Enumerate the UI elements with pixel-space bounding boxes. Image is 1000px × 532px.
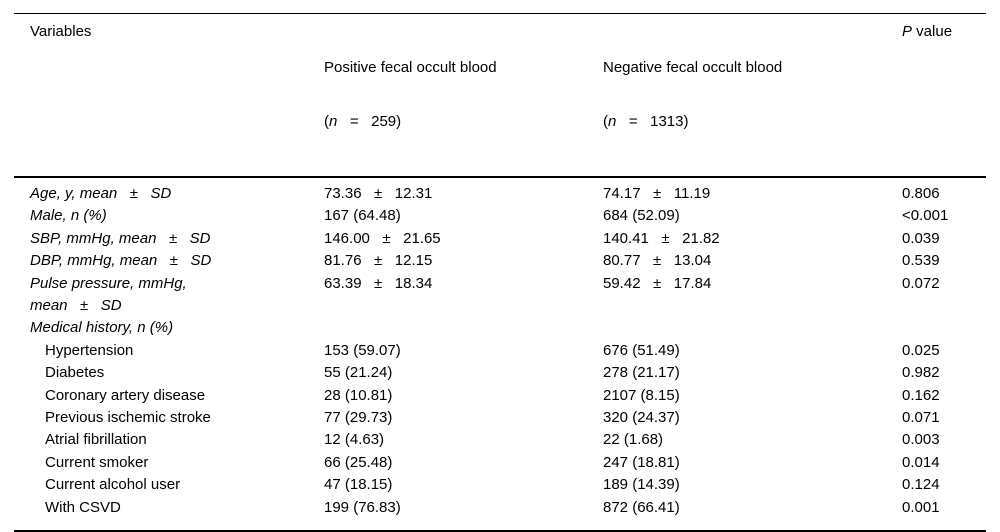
table-row: Male, n (%) 167 (64.48) 684 (52.09) <0.0… <box>14 205 986 227</box>
row-positive-value: 81.76 ± 12.15 <box>324 252 433 270</box>
baseline-characteristics-table: Variables Positive fecal occult blood (n… <box>14 13 986 532</box>
row-variable-label: Medical history, n (%) <box>30 319 174 337</box>
negative-n-symbol: n <box>608 113 617 130</box>
row-pvalue: 0.003 <box>902 431 940 449</box>
table-row: Hypertension 153 (59.07) 676 (51.49) 0.0… <box>14 340 986 362</box>
table-row: Current alcohol user 47 (18.15) 189 (14.… <box>14 474 986 496</box>
row-negative-value: 247 (18.81) <box>603 453 680 471</box>
row-pvalue: 0.982 <box>902 364 940 382</box>
row-positive-value: 167 (64.48) <box>324 207 401 225</box>
row-pvalue: 0.072 <box>902 274 940 292</box>
row-variable-label: Current alcohol user <box>45 476 181 494</box>
table-row: Diabetes 55 (21.24) 278 (21.17) 0.982 <box>14 362 986 384</box>
table-row: Atrial fibrillation 12 (4.63) 22 (1.68) … <box>14 429 986 451</box>
row-variable-label: Previous ischemic stroke <box>45 409 211 427</box>
positive-group-title: Positive fecal occult blood <box>324 59 497 76</box>
positive-n-count: = 259) <box>337 113 402 130</box>
row-positive-value: 77 (29.73) <box>324 409 393 427</box>
negative-n-open: ( <box>603 113 608 130</box>
row-positive-value <box>324 317 603 339</box>
row-variable-label: Age, y, mean ± SD <box>30 185 172 202</box>
row-positive-value: 199 (76.83) <box>324 496 603 532</box>
row-negative-value: 140.41 ± 21.82 <box>603 229 720 247</box>
row-negative-value <box>603 317 902 339</box>
row-positive-value: 153 (59.07) <box>324 341 401 359</box>
row-negative-value: 320 (24.37) <box>603 409 680 427</box>
col-header-variables: Variables <box>14 13 324 178</box>
row-negative-value: 684 (52.09) <box>603 207 680 225</box>
table-row: Coronary artery disease 28 (10.81) 2107 … <box>14 385 986 407</box>
row-negative-value: 676 (51.49) <box>603 341 680 359</box>
row-pvalue: 0.124 <box>902 476 940 494</box>
row-pvalue: 0.014 <box>902 453 940 471</box>
table-row: With CSVD 199 (76.83) 872 (66.41) 0.001 <box>14 496 986 532</box>
row-negative-value: 872 (66.41) <box>603 496 902 532</box>
row-variable-label: SBP, mmHg, mean ± SD <box>30 229 211 247</box>
negative-group-title: Negative fecal occult blood <box>603 59 783 76</box>
row-pvalue: 0.539 <box>902 252 940 270</box>
pvalue-p-symbol: P <box>902 23 913 40</box>
col-header-negative-group: Negative fecal occult blood (n = 1313) <box>603 13 902 178</box>
positive-n-open: ( <box>324 113 329 130</box>
row-pvalue: <0.001 <box>902 207 949 225</box>
negative-n-count: = 1313) <box>616 113 689 130</box>
row-pvalue <box>902 317 986 339</box>
row-negative-value: 278 (21.17) <box>603 364 680 382</box>
row-positive-value: 66 (25.48) <box>324 453 393 471</box>
row-variable-label: Current smoker <box>45 453 149 471</box>
row-negative-value: 189 (14.39) <box>603 476 680 494</box>
row-variable-label: Atrial fibrillation <box>45 431 147 449</box>
row-positive-value: 12 (4.63) <box>324 431 385 449</box>
pvalue-rest: value <box>912 23 953 40</box>
row-variable-label: Hypertension <box>45 341 134 359</box>
row-negative-value: 80.77 ± 13.04 <box>603 252 712 270</box>
table-row: DBP, mmHg, mean ± SD 81.76 ± 12.15 80.77… <box>14 250 986 272</box>
row-variable-label: Diabetes <box>45 364 105 382</box>
row-positive-value: 55 (21.24) <box>324 364 393 382</box>
row-variable-label: Pulse pressure, mmHg, mean ± SD <box>30 274 187 315</box>
row-pvalue: 0.025 <box>902 341 940 359</box>
header-row: Variables Positive fecal occult blood (n… <box>14 13 986 178</box>
col-header-pvalue: P value <box>902 13 986 178</box>
row-pvalue: 0.001 <box>902 496 986 532</box>
row-variable-label: Male, n (%) <box>30 207 107 225</box>
col-header-positive-group: Positive fecal occult blood (n = 259) <box>324 13 603 178</box>
table-header: Variables Positive fecal occult blood (n… <box>14 13 986 178</box>
row-variable-label: DBP, mmHg, mean ± SD <box>30 252 212 270</box>
negative-group-n: (n = 1313) <box>603 113 902 131</box>
row-negative-value: 2107 (8.15) <box>603 386 680 404</box>
positive-group-n: (n = 259) <box>324 113 603 131</box>
row-positive-value: 28 (10.81) <box>324 386 393 404</box>
row-negative-value: 59.42 ± 17.84 <box>603 274 712 292</box>
row-negative-value: 74.17 ± 11.19 <box>603 185 711 202</box>
row-negative-value: 22 (1.68) <box>603 431 664 449</box>
table-row: SBP, mmHg, mean ± SD 146.00 ± 21.65 140.… <box>14 228 986 250</box>
table-row: Current smoker 66 (25.48) 247 (18.81) 0.… <box>14 452 986 474</box>
row-pvalue: 0.039 <box>902 229 940 247</box>
row-positive-value: 146.00 ± 21.65 <box>324 229 441 247</box>
positive-n-symbol: n <box>329 113 338 130</box>
table-row: Medical history, n (%) <box>14 317 986 339</box>
table-row: Previous ischemic stroke 77 (29.73) 320 … <box>14 407 986 429</box>
table-row: Pulse pressure, mmHg, mean ± SD 63.39 ± … <box>14 273 986 318</box>
paper-table-region: Variables Positive fecal occult blood (n… <box>14 13 986 532</box>
row-variable-label: Coronary artery disease <box>45 386 206 404</box>
row-positive-value: 63.39 ± 18.34 <box>324 274 433 292</box>
row-pvalue: 0.806 <box>902 185 940 202</box>
row-positive-value: 73.36 ± 12.31 <box>324 185 433 202</box>
table-row: Age, y, mean ± SD 73.36 ± 12.31 74.17 ± … <box>14 177 986 205</box>
row-positive-value: 47 (18.15) <box>324 476 393 494</box>
row-pvalue: 0.071 <box>902 409 940 427</box>
table-body: Age, y, mean ± SD 73.36 ± 12.31 74.17 ± … <box>14 177 986 532</box>
row-variable-label: With CSVD <box>14 496 324 532</box>
row-pvalue: 0.162 <box>902 386 940 404</box>
